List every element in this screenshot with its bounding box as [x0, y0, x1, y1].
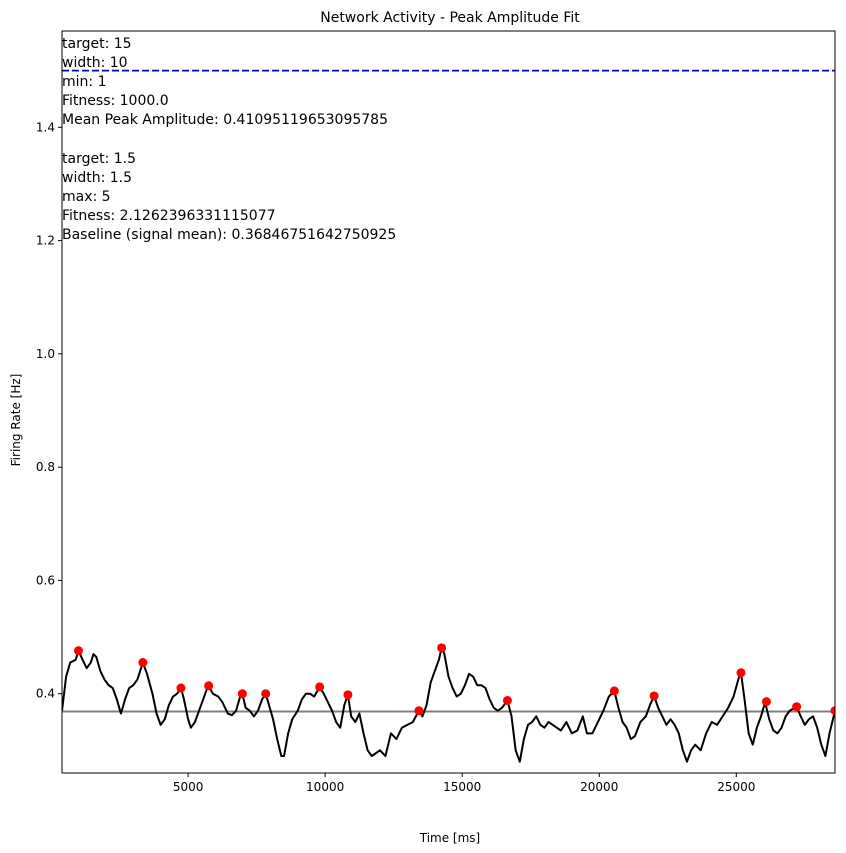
chart-title: Network Activity - Peak Amplitude Fit	[320, 10, 580, 26]
annotation-block1-line2: width: 10	[62, 55, 128, 71]
annotation-block2-line3: max: 5	[62, 189, 111, 205]
annotation-block1-line1: target: 15	[62, 36, 132, 52]
annotation-block2-line1: target: 1.5	[62, 151, 136, 167]
plot-frame	[61, 30, 836, 774]
peak-point	[649, 691, 659, 701]
peak-point	[343, 690, 353, 700]
y-tick-label: 1.4	[36, 120, 55, 134]
peak-point	[437, 643, 447, 653]
peak-point	[830, 706, 835, 716]
x-tick-label: 15000	[443, 780, 481, 794]
peak-point	[315, 682, 325, 692]
x-axis-label: Time [ms]	[419, 831, 481, 845]
signal-line	[62, 646, 835, 763]
y-tick-label: 1.2	[36, 234, 55, 248]
x-tick-label: 25000	[717, 780, 755, 794]
plot-area: 5000 10000 15000 20000 25000 0.4 0.6 0.8 1.0 1.2 1…	[36, 30, 836, 794]
y-tick-label: 1.0	[36, 347, 55, 361]
peak-point	[261, 689, 271, 699]
peak-point	[502, 695, 512, 705]
y-tick-label: 0.8	[36, 460, 55, 474]
peak-point	[609, 686, 619, 696]
annotation-block1-line5: Mean Peak Amplitude: 0.41095119653095785	[62, 112, 388, 128]
peak-point	[414, 706, 424, 716]
peak-point	[761, 697, 771, 707]
y-axis-label: Firing Rate [Hz]	[9, 374, 23, 467]
peak-point	[73, 646, 83, 656]
peak-point	[204, 681, 214, 691]
y-tick-label: 0.6	[36, 573, 55, 587]
peak-point	[176, 683, 186, 693]
annotation-block2-line2: width: 1.5	[62, 170, 132, 186]
peak-point	[237, 689, 247, 699]
annotations: target: 15 width: 10 min: 1 Fitness: 100…	[62, 36, 396, 243]
x-tick-label: 5000	[173, 780, 204, 794]
y-tick-label: 0.4	[36, 687, 55, 701]
peak-point	[736, 668, 746, 678]
annotation-block2-line4: Fitness: 2.1262396331115077	[62, 208, 276, 224]
annotation-block2-line5: Baseline (signal mean): 0.36846751642750…	[62, 227, 396, 243]
annotation-block1-line3: min: 1	[62, 74, 106, 90]
x-tick-label: 10000	[306, 780, 344, 794]
annotation-block1-line4: Fitness: 1000.0	[62, 93, 169, 109]
peak-point	[792, 702, 802, 712]
x-tick-label: 20000	[580, 780, 618, 794]
peak-point	[138, 658, 148, 668]
